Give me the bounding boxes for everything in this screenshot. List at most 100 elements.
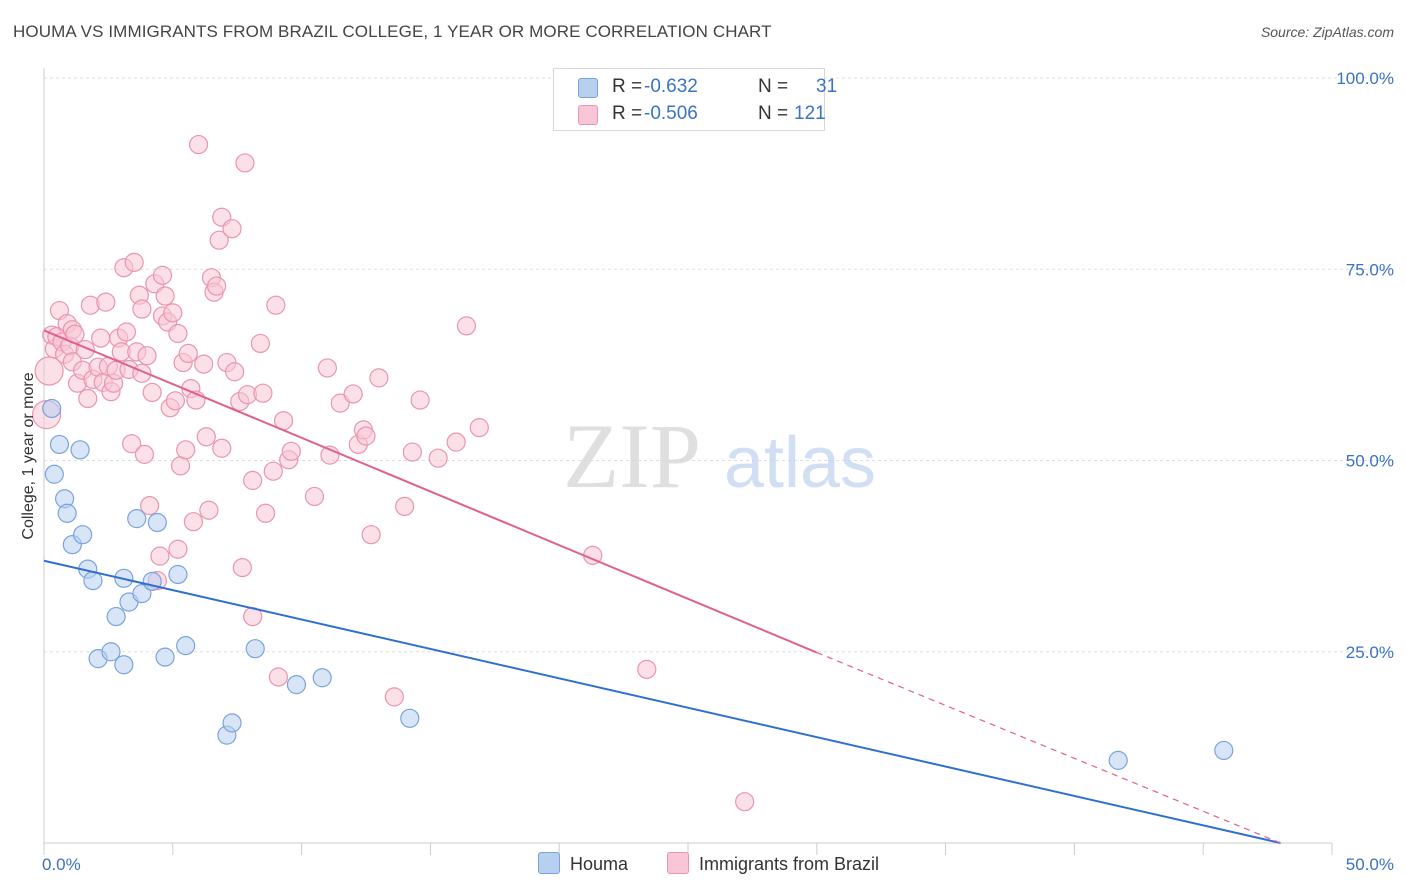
trend-lines: [43, 329, 1281, 844]
data-point: [395, 496, 415, 516]
bottom-legend-label-houma: Houma: [570, 854, 629, 874]
data-point: [196, 427, 216, 447]
bottom-legend-swatch-houma: [538, 852, 560, 874]
data-point: [57, 503, 77, 523]
data-point: [132, 299, 152, 319]
legend: R = -0.632 N = 31 R = -0.506 N = 121: [553, 68, 837, 131]
legend-n-label: N =: [758, 103, 789, 124]
tick-labels: 25.0% 50.0% 75.0% 100.0% 0.0% 50.0%: [42, 69, 1394, 874]
data-point: [137, 346, 157, 366]
data-point: [106, 606, 126, 627]
legend-r-label: R =: [612, 76, 643, 97]
data-point: [235, 153, 255, 173]
data-point: [266, 295, 286, 315]
data-point: [34, 356, 64, 386]
grid-lines: [44, 77, 1392, 653]
legend-n-value: 31: [816, 76, 838, 97]
data-point: [178, 343, 198, 363]
data-point: [168, 323, 188, 344]
legend-swatch-brazil: [578, 105, 598, 125]
data-point: [361, 525, 381, 545]
data-point: [170, 456, 191, 476]
data-point: [150, 546, 170, 566]
trend-line: [43, 329, 818, 654]
data-point: [176, 636, 196, 656]
data-point: [225, 362, 245, 382]
data-point: [194, 354, 214, 374]
legend-swatch-houma: [578, 78, 598, 98]
data-point: [209, 230, 229, 250]
data-point: [384, 687, 404, 707]
data-point: [222, 713, 242, 733]
data-point: [637, 659, 657, 679]
data-point: [152, 265, 173, 285]
data-point: [140, 496, 160, 516]
bottom-legend-label-brazil: Immigrants from Brazil: [699, 854, 880, 874]
bottom-legend-swatch-brazil: [667, 852, 689, 874]
data-point: [134, 444, 155, 464]
data-points: [31, 134, 1234, 812]
trend-line: [43, 559, 1281, 844]
chart-title: HOUMA VS IMMIGRANTS FROM BRAZIL COLLEGE,…: [13, 22, 772, 41]
data-point: [168, 539, 188, 559]
data-point: [243, 470, 263, 490]
data-point: [456, 316, 477, 336]
data-point: [428, 448, 448, 468]
data-point: [312, 668, 332, 688]
bottom-legend-brazil: Immigrants from Brazil: [667, 852, 879, 875]
data-point: [253, 383, 273, 403]
y-tick-label: 100.0%: [1336, 69, 1394, 88]
legend-r-value: -0.506: [644, 103, 698, 124]
data-point: [78, 388, 98, 409]
data-point: [446, 432, 466, 452]
data-point: [91, 328, 111, 348]
y-tick-label: 75.0%: [1346, 260, 1394, 279]
data-point: [206, 276, 227, 296]
legend-r-value: -0.632: [644, 76, 698, 97]
data-point: [188, 134, 209, 155]
x-tick-label: 50.0%: [1346, 855, 1394, 874]
data-point: [42, 398, 62, 419]
data-point: [286, 675, 307, 695]
y-tick-label: 25.0%: [1346, 643, 1394, 662]
data-point: [168, 564, 188, 585]
data-point: [155, 647, 175, 667]
data-point: [49, 434, 70, 455]
data-point: [402, 442, 422, 462]
data-point: [147, 512, 167, 533]
data-point: [304, 486, 325, 507]
data-point: [735, 792, 755, 812]
data-point: [317, 358, 337, 378]
data-point: [116, 322, 137, 342]
data-point: [212, 438, 232, 458]
chart-source: Source: ZipAtlas.com: [1260, 24, 1394, 40]
data-point: [163, 303, 183, 323]
legend-n-label: N =: [758, 76, 789, 97]
y-tick-label: 50.0%: [1346, 452, 1394, 471]
data-point: [121, 434, 142, 454]
data-point: [255, 503, 276, 523]
data-point: [222, 219, 242, 239]
data-point: [44, 464, 64, 484]
data-point: [281, 441, 301, 461]
data-point: [183, 512, 204, 532]
legend-n-value: 121: [794, 103, 826, 124]
data-point: [96, 292, 116, 312]
watermark: ZIP atlas: [563, 405, 876, 507]
data-point: [263, 461, 283, 481]
data-point: [400, 708, 420, 728]
bottom-legend-houma: Houma: [538, 852, 628, 875]
axes: [43, 68, 1333, 855]
data-point: [369, 368, 389, 388]
watermark-atlas: atlas: [724, 423, 876, 503]
legend-r-label: R =: [612, 103, 643, 124]
data-point: [142, 382, 162, 403]
data-point: [343, 384, 363, 404]
watermark-zip: ZIP: [563, 405, 701, 507]
data-point: [469, 418, 489, 438]
data-point: [114, 655, 134, 675]
data-point: [199, 500, 219, 520]
data-point: [232, 557, 252, 578]
data-point: [165, 391, 185, 411]
